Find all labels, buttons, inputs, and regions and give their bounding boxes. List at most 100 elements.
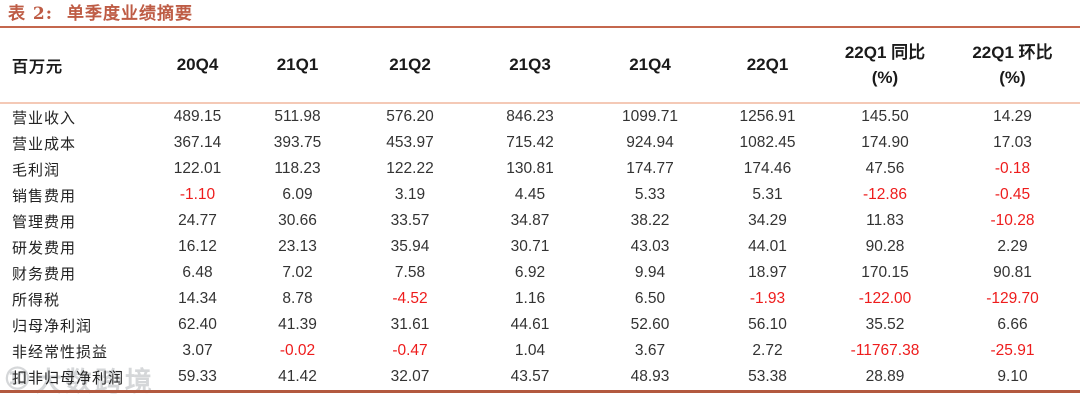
row-label: 财务费用 xyxy=(12,264,77,283)
row-label: 非经常性损益 xyxy=(12,342,109,361)
value-cell: 3.67 xyxy=(634,342,666,359)
value-cell: 8.78 xyxy=(282,290,313,307)
table-row: 销售费用 -1.10 6.09 3.19 4.45 5.33 5.31 -12.86 -0.45 xyxy=(0,182,1080,208)
column-header-20q4: 20Q4 xyxy=(176,55,219,74)
value-cell: 846.23 xyxy=(506,108,554,125)
table-row: 营业收入 489.15 511.98 576.20 846.23 1099.71 1256.… xyxy=(0,104,1080,130)
table-row: 营业成本 367.14 393.75 453.97 715.42 924.94 1082.4… xyxy=(0,130,1080,156)
value-cell: 17.03 xyxy=(993,134,1032,151)
row-label: 营业收入 xyxy=(12,108,77,127)
value-cell: 6.09 xyxy=(282,186,313,203)
value-cell: 3.07 xyxy=(182,342,213,359)
value-cell: 5.31 xyxy=(752,186,783,203)
column-header-qoq-line1: 22Q1 环比 xyxy=(972,42,1053,62)
row-label: 销售费用 xyxy=(12,186,77,205)
value-cell: 1256.91 xyxy=(739,108,796,125)
value-cell: 23.13 xyxy=(278,238,317,255)
quarterly-results-table: 百万元 20Q4 21Q1 21Q2 21Q3 21Q4 22Q1 22Q1 同… xyxy=(0,28,1080,393)
column-header-yoy: 22Q1 同比 (%) xyxy=(825,40,945,91)
value-cell: 34.87 xyxy=(510,212,550,229)
column-header-22q1: 22Q1 xyxy=(746,55,789,74)
value-cell: 174.77 xyxy=(626,160,674,177)
value-cell: 44.01 xyxy=(748,238,787,255)
value-cell: 1.16 xyxy=(514,290,546,307)
value-cell: -11767.38 xyxy=(850,342,920,359)
value-cell: 14.29 xyxy=(993,108,1032,125)
value-cell: 47.56 xyxy=(865,160,905,177)
value-cell: -122.00 xyxy=(858,290,912,307)
table-title-prefix: 表 2: xyxy=(8,4,54,24)
value-cell: 122.22 xyxy=(386,160,434,177)
table-row: 研发费用 16.12 23.13 35.94 30.71 43.03 44.01 90.28 2… xyxy=(0,234,1080,260)
value-cell: 41.42 xyxy=(278,368,317,385)
column-header-21q3: 21Q3 xyxy=(509,55,551,74)
column-header-yoy-line2: (%) xyxy=(871,68,899,87)
value-cell: 924.94 xyxy=(626,134,674,151)
value-cell: 367.14 xyxy=(173,134,222,151)
row-label: 扣非归母净利润 xyxy=(12,368,125,387)
value-cell: 174.46 xyxy=(743,160,792,177)
value-cell: 41.39 xyxy=(278,316,317,333)
value-cell: 6.48 xyxy=(182,264,213,281)
value-cell: 145.50 xyxy=(861,108,909,125)
value-cell: 489.15 xyxy=(173,108,222,125)
value-cell: -129.70 xyxy=(986,290,1039,307)
column-header-qoq: 22Q1 环比 (%) xyxy=(945,40,1080,91)
value-cell: 6.66 xyxy=(997,316,1028,333)
table-row: 管理费用 24.77 30.66 33.57 34.87 38.22 34.29 11.83 -… xyxy=(0,208,1080,234)
value-cell: 43.03 xyxy=(630,238,670,255)
value-cell: -1.93 xyxy=(749,290,786,307)
value-cell: 28.89 xyxy=(865,368,905,385)
value-cell: 53.38 xyxy=(748,368,787,385)
value-cell: 1099.71 xyxy=(621,108,679,125)
table-row: 毛利润 122.01 118.23 122.22 130.81 174.77 174.46 4… xyxy=(0,156,1080,182)
value-cell: 52.60 xyxy=(630,316,670,333)
value-cell: 43.57 xyxy=(510,368,550,385)
value-cell: 1.04 xyxy=(514,342,546,359)
value-cell: 14.34 xyxy=(178,290,217,307)
row-label: 毛利润 xyxy=(12,160,61,179)
table-header-row: 百万元 20Q4 21Q1 21Q2 21Q3 21Q4 22Q1 22Q1 同… xyxy=(0,28,1080,102)
value-cell: 9.94 xyxy=(634,264,666,281)
value-cell: 33.57 xyxy=(390,212,430,229)
value-cell: 16.12 xyxy=(178,238,217,255)
value-cell: 3.19 xyxy=(394,186,426,203)
value-cell: 30.66 xyxy=(278,212,317,229)
value-cell: 1082.45 xyxy=(739,134,796,151)
row-label: 所得税 xyxy=(12,290,61,309)
value-cell: -0.47 xyxy=(392,342,428,359)
value-cell: 453.97 xyxy=(386,134,434,151)
value-cell: 511.98 xyxy=(274,108,321,125)
value-cell: 38.22 xyxy=(630,212,670,229)
column-header-21q1: 21Q1 xyxy=(276,55,319,74)
value-cell: -0.45 xyxy=(994,186,1031,203)
value-cell: 122.01 xyxy=(173,160,222,177)
value-cell: 7.02 xyxy=(282,264,313,281)
row-label: 归母净利润 xyxy=(12,316,93,335)
value-cell: 62.40 xyxy=(178,316,217,333)
value-cell: 11.83 xyxy=(866,212,904,229)
column-header-yoy-line1: 22Q1 同比 xyxy=(844,42,926,62)
value-cell: -10.28 xyxy=(990,212,1035,229)
value-cell: 170.15 xyxy=(861,264,909,281)
table-row: 非经常性损益 3.07 -0.02 -0.47 1.04 3.67 2.72 -11767.3… xyxy=(0,338,1080,364)
title-rule-divider xyxy=(0,26,1080,28)
column-header-21q4: 21Q4 xyxy=(629,55,671,74)
value-cell: 32.07 xyxy=(390,368,430,385)
value-cell: 2.29 xyxy=(997,238,1028,255)
table-title: 表 2: 单季度业绩摘要 xyxy=(8,4,1072,24)
value-cell: 715.42 xyxy=(506,134,554,151)
value-cell: 48.93 xyxy=(630,368,670,385)
value-cell: 18.97 xyxy=(748,264,787,281)
value-cell: 31.61 xyxy=(390,316,430,333)
value-cell: 2.72 xyxy=(752,342,783,359)
value-cell: 130.81 xyxy=(506,160,554,177)
value-cell: -1.10 xyxy=(179,186,216,203)
value-cell: 59.33 xyxy=(178,368,217,385)
value-cell: -12.86 xyxy=(863,186,907,203)
value-cell: -4.52 xyxy=(392,290,428,307)
value-cell: 6.92 xyxy=(514,264,546,281)
row-label: 研发费用 xyxy=(12,238,77,257)
value-cell: 24.77 xyxy=(178,212,217,229)
